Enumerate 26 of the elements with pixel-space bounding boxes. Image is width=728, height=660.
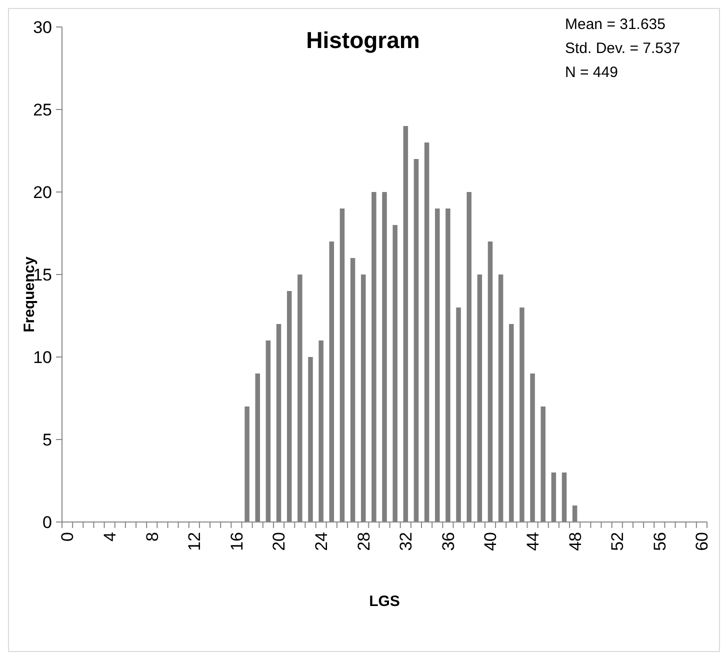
- annotation: Std. Dev. = 7.537: [565, 40, 680, 57]
- annotation: Mean = 31.635: [565, 16, 666, 33]
- x-tick-label: 60: [692, 532, 712, 551]
- y-tick-label: 25: [33, 100, 52, 120]
- x-tick-label: 4: [100, 532, 120, 542]
- x-tick-label: 56: [650, 532, 670, 551]
- x-tick-label: 40: [481, 532, 500, 551]
- x-axis-title: LGS: [369, 593, 400, 610]
- x-tick-label: 52: [608, 532, 628, 551]
- y-tick-label: 10: [33, 348, 52, 367]
- x-tick-label: 28: [354, 532, 374, 551]
- x-tick-label: 44: [523, 532, 542, 551]
- y-tick-label: 20: [33, 182, 52, 202]
- y-tick-label: 30: [33, 18, 52, 37]
- x-tick-label: 8: [142, 532, 162, 542]
- y-tick-label: 5: [42, 430, 52, 450]
- x-tick-label: 20: [270, 532, 289, 551]
- x-tick-label: 16: [227, 532, 246, 551]
- x-tick-label: 24: [312, 532, 332, 551]
- x-tick-label: 36: [438, 532, 458, 551]
- x-tick-label: 32: [396, 532, 416, 551]
- x-tick-label: 0: [58, 532, 78, 542]
- chart-title: Histogram: [306, 27, 420, 53]
- x-tick-label: 48: [566, 532, 585, 551]
- annotation: N = 449: [565, 64, 618, 81]
- x-tick-label: 12: [185, 532, 204, 551]
